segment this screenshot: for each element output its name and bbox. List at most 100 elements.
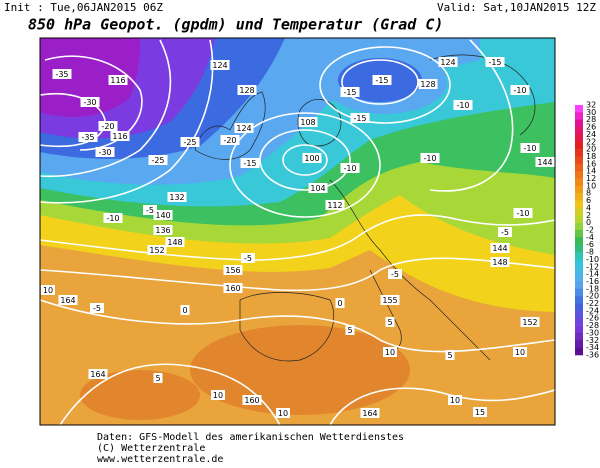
map-label: 104 xyxy=(310,184,325,193)
map-label: 108 xyxy=(300,118,315,127)
colorbar-label: -36 xyxy=(586,351,599,360)
footer-line: Daten: GFS-Modell des amerikanischen Wet… xyxy=(97,432,404,443)
map-label: 155 xyxy=(382,296,397,305)
colorbar-band xyxy=(575,127,583,135)
colorbar-label: 6 xyxy=(586,196,591,205)
map-label-box xyxy=(520,317,540,327)
map-label: 10 xyxy=(278,409,288,418)
map-label-box xyxy=(360,408,380,418)
colorbar-label: 24 xyxy=(586,130,596,139)
colorbar-band xyxy=(575,230,583,238)
map-label-box xyxy=(165,237,185,247)
contour-line xyxy=(40,257,555,292)
map-label-box xyxy=(520,143,540,153)
map-label-box xyxy=(153,373,163,383)
coastline xyxy=(194,91,266,160)
contour-line xyxy=(229,112,381,218)
colorbar-label: 28 xyxy=(586,115,596,124)
map-labels: -35116-30-35-20116-25-30-25124128-20124-… xyxy=(41,57,555,418)
colorbar-band xyxy=(575,259,583,268)
map-label: 5 xyxy=(155,374,160,383)
colorbar-label: 0 xyxy=(586,218,591,227)
valid-label: Valid: Sat,10JAN2015 12Z xyxy=(437,1,596,14)
map-label: 10 xyxy=(213,391,223,400)
map-label-box xyxy=(498,227,512,237)
map-label: -20 xyxy=(223,136,236,145)
colorbar-band xyxy=(575,332,583,341)
map-label: 144 xyxy=(492,244,507,253)
map-label-box xyxy=(223,283,243,293)
colorbar-band xyxy=(575,318,583,326)
field-dark-orange xyxy=(190,325,410,415)
map-area xyxy=(40,38,555,425)
colorbar-band xyxy=(575,303,583,312)
map-label-box xyxy=(453,100,473,110)
map-label: -10 xyxy=(516,209,529,218)
map-label-box xyxy=(210,60,230,70)
map-label: -10 xyxy=(343,164,356,173)
map-label-box xyxy=(302,153,322,163)
map-label-box xyxy=(490,243,510,253)
contour-line xyxy=(40,39,172,178)
map-label: 15 xyxy=(475,408,485,417)
map-label: -15 xyxy=(488,58,501,67)
colorbar-label: -18 xyxy=(586,284,599,293)
map-label: 5 xyxy=(447,351,452,360)
contour-line xyxy=(259,129,351,191)
colorbar: 32302826242220181614121086420-2-4-6-8-10… xyxy=(575,101,599,360)
colorbar-band xyxy=(575,296,583,304)
map-label-box xyxy=(220,135,240,145)
colorbar-label: -12 xyxy=(586,262,599,271)
contour-line xyxy=(40,39,214,204)
map-label: -10 xyxy=(513,86,526,95)
colorbar-band xyxy=(575,163,583,172)
map-label-box xyxy=(445,350,455,360)
map-label: -25 xyxy=(183,138,196,147)
map-label: 164 xyxy=(362,409,377,418)
colorbar-label: -10 xyxy=(586,255,599,264)
map-label-box xyxy=(490,257,510,267)
map-label: 128 xyxy=(420,80,435,89)
map-label-box xyxy=(148,155,168,165)
colorbar-label: -24 xyxy=(586,306,599,315)
map-label-box xyxy=(438,57,458,67)
colorbar-band xyxy=(575,141,583,150)
map-label-box xyxy=(420,153,440,163)
contour-line xyxy=(282,144,328,176)
map-label-box xyxy=(52,69,72,79)
map-label-box xyxy=(98,121,118,131)
map-label: -5 xyxy=(501,228,509,237)
map-label: -15 xyxy=(343,88,356,97)
map-label-box xyxy=(513,347,527,357)
map-label-box xyxy=(180,305,190,315)
map-label-box xyxy=(211,390,225,400)
map-label: -35 xyxy=(55,70,68,79)
map-label: -5 xyxy=(391,270,399,279)
colorbar-label: 4 xyxy=(586,203,591,212)
colorbar-label: -14 xyxy=(586,270,599,279)
coastline xyxy=(329,179,491,361)
map-label: 10 xyxy=(450,396,460,405)
map-label-box xyxy=(325,200,345,210)
colorbar-label: -16 xyxy=(586,277,599,286)
map-label-box xyxy=(90,303,104,313)
contour-line xyxy=(429,39,514,192)
map-label-box xyxy=(143,205,157,215)
colorbar-band xyxy=(575,193,583,201)
map-label: 10 xyxy=(385,348,395,357)
colorbar-label: -8 xyxy=(586,248,594,257)
map-label: 160 xyxy=(225,284,240,293)
map-frame xyxy=(39,37,556,426)
colorbar-band xyxy=(575,266,583,275)
map-label: 5 xyxy=(347,326,352,335)
map-label-box xyxy=(510,85,530,95)
map-label-box xyxy=(78,132,98,142)
map-label: 136 xyxy=(155,226,170,235)
map-label: -20 xyxy=(101,122,114,131)
map-label: -5 xyxy=(93,304,101,313)
map-label-box xyxy=(167,192,187,202)
colorbar-band xyxy=(575,207,583,216)
map-label: 148 xyxy=(167,238,182,247)
map-label-box xyxy=(473,407,487,417)
colorbar-band xyxy=(575,171,583,179)
